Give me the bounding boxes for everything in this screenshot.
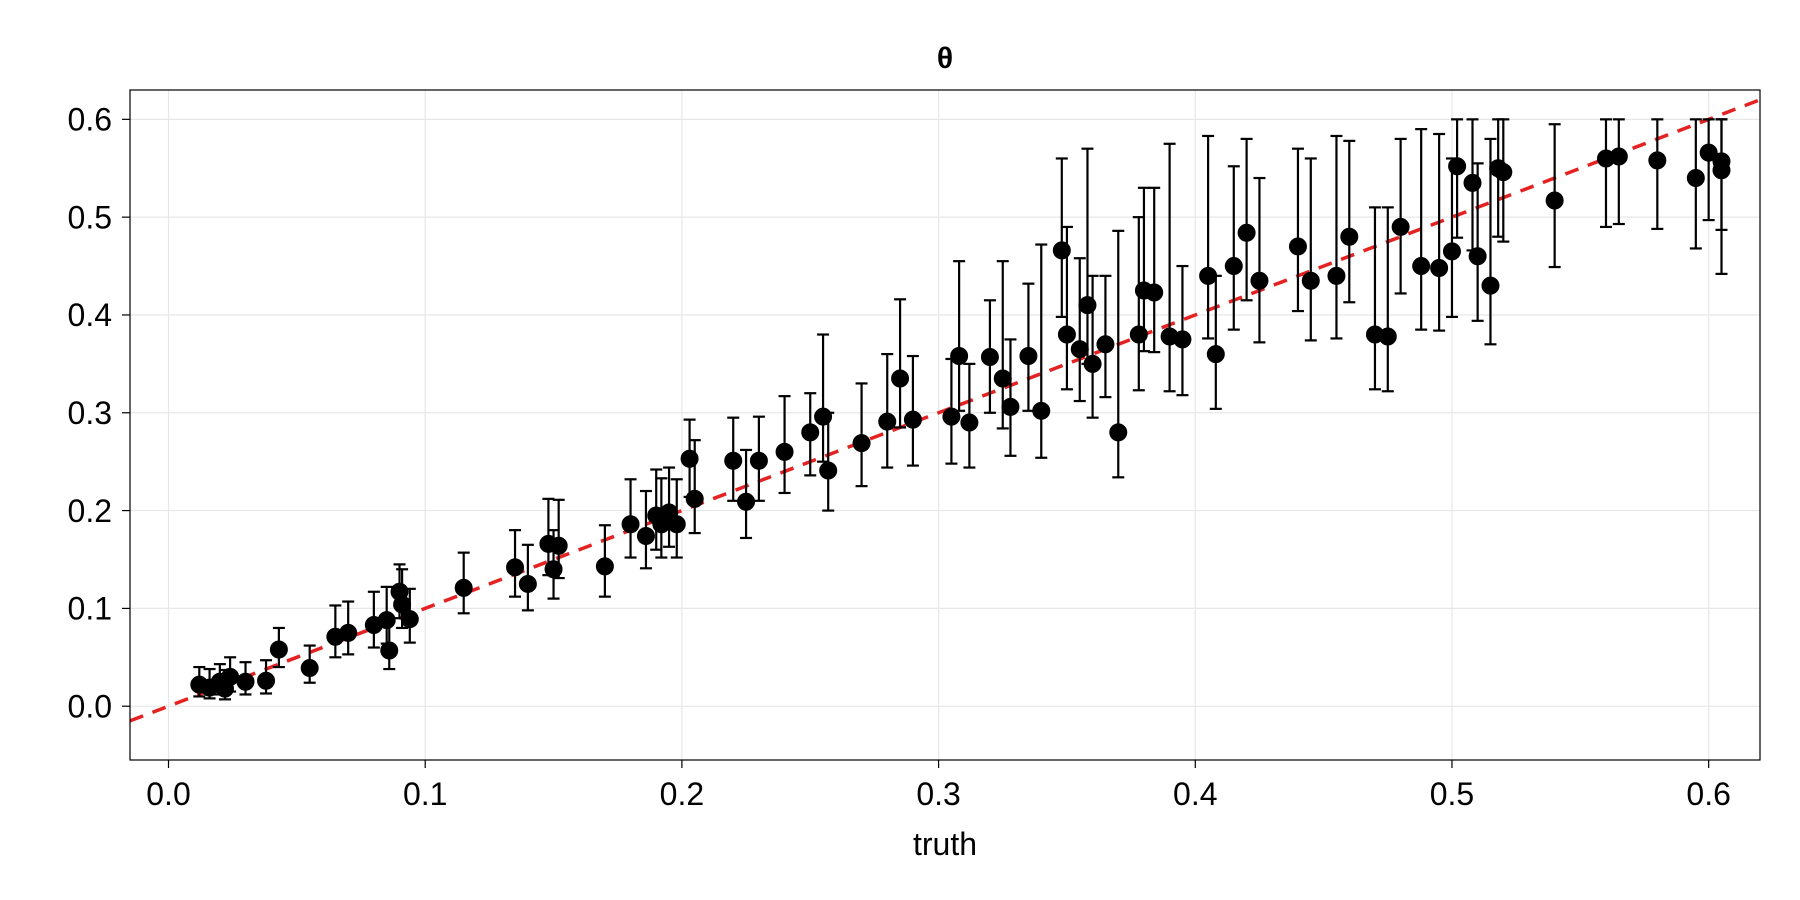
data-point [301,660,318,677]
data-point [1482,277,1499,294]
x-tick-label: 0.4 [1173,776,1217,812]
data-point [1546,192,1563,209]
data-point [776,443,793,460]
data-point [1130,326,1147,343]
data-point [1649,152,1666,169]
data-point [519,575,536,592]
x-tick-label: 0.0 [146,776,190,812]
data-point [1449,158,1466,175]
x-tick-label: 0.6 [1686,776,1730,812]
data-point [222,668,239,685]
data-point [1328,267,1345,284]
data-point [994,370,1011,387]
data-point [507,559,524,576]
data-point [378,612,395,629]
data-point [1146,284,1163,301]
data-point [815,408,832,425]
data-point [879,413,896,430]
data-point [1495,164,1512,181]
data-point [381,642,398,659]
data-point [1200,267,1217,284]
data-point [1392,218,1409,235]
data-point [1341,228,1358,245]
data-point [738,493,755,510]
data-point [596,558,613,575]
x-axis-label: truth [913,826,977,862]
chart-container: 0.0 0.1 0.2 0.3 0.4 0.5 0.6 0.0 0.1 0.2 0.3 0.4 0.5 0… [0,0,1800,900]
data-point [981,349,998,366]
y-tick-label: 0.6 [68,102,112,138]
data-point [270,641,287,658]
data-point [1097,336,1114,353]
data-point [668,516,685,533]
data-point [820,462,837,479]
data-point [622,516,639,533]
data-point [750,452,767,469]
data-point [401,611,418,628]
chart-background [0,0,1800,900]
data-point [1225,258,1242,275]
data-point [1251,272,1268,289]
data-point [637,528,654,545]
data-point [258,672,275,689]
data-point [1053,242,1070,259]
data-point [853,435,870,452]
data-point [1084,355,1101,372]
data-point [961,414,978,431]
y-tick-label: 0.0 [68,688,112,724]
data-point [1302,272,1319,289]
y-tick-label: 0.4 [68,297,112,333]
data-point [892,370,909,387]
data-point [1079,297,1096,314]
data-point [1207,346,1224,363]
data-point [951,348,968,365]
x-tick-label: 0.5 [1430,776,1474,812]
data-point [1058,326,1075,343]
data-point [550,537,567,554]
data-point [686,490,703,507]
data-point [545,561,562,578]
data-point [1379,328,1396,345]
data-point [1413,258,1430,275]
scatter-errorbar-chart: 0.0 0.1 0.2 0.3 0.4 0.5 0.6 0.0 0.1 0.2 0.3 0.4 0.5 0… [0,0,1800,900]
data-point [1443,243,1460,260]
data-point [1002,398,1019,415]
data-point [1110,424,1127,441]
data-point [1174,331,1191,348]
data-point [1687,170,1704,187]
x-tick-label: 0.1 [403,776,447,812]
y-tick-label: 0.2 [68,493,112,529]
data-point [1289,238,1306,255]
x-tick-label: 0.3 [916,776,960,812]
data-point [1431,260,1448,277]
x-tick-label: 0.2 [660,776,704,812]
data-point [904,411,921,428]
data-point [1238,224,1255,241]
data-point [681,450,698,467]
data-point [725,452,742,469]
data-point [1020,348,1037,365]
y-tick-label: 0.1 [68,591,112,627]
data-point [340,624,357,641]
data-point [1469,248,1486,265]
chart-title: θ [937,42,953,75]
data-point [1464,174,1481,191]
y-tick-label: 0.5 [68,199,112,235]
data-point [455,579,472,596]
data-point [237,673,254,690]
data-point [1071,341,1088,358]
data-point [1033,402,1050,419]
data-point [1610,148,1627,165]
data-point [1713,153,1730,170]
data-point [802,424,819,441]
y-tick-label: 0.3 [68,395,112,431]
data-point [943,408,960,425]
